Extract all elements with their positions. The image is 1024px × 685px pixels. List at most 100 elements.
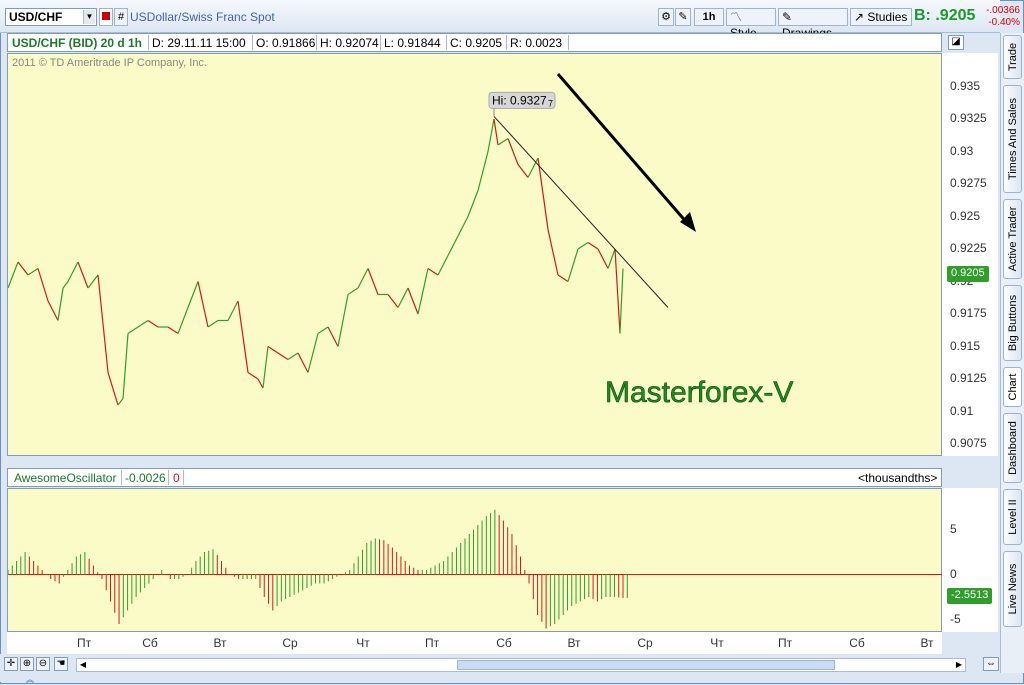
interval-button[interactable]: 1h xyxy=(694,8,724,26)
divider xyxy=(316,35,317,50)
time-tick-label: Вт xyxy=(567,636,581,650)
range-value: R: 0.0023 xyxy=(510,36,563,50)
time-tick-label: Сб xyxy=(142,636,158,650)
time-tick-label: Пт xyxy=(76,636,92,650)
tools-icon[interactable]: ✎ xyxy=(675,8,691,26)
price-tick-label: 0.925 xyxy=(950,208,981,223)
price-segment xyxy=(47,300,59,321)
settings-icon[interactable]: ⚙ xyxy=(658,8,674,26)
price-segment xyxy=(97,274,109,373)
price-segment xyxy=(27,267,39,276)
oscillator-axis: 5 0 -5 -2.5513 xyxy=(942,488,998,632)
arrow-head-icon xyxy=(680,212,696,232)
side-tab-label: Big Buttons xyxy=(1006,294,1019,352)
side-tab-trade[interactable]: Trade xyxy=(1003,35,1022,79)
bid-label: B: xyxy=(914,7,931,24)
price-chart-area[interactable]: Hi: 0.9327 7 Masterforex-V xyxy=(7,53,942,456)
change-percent: -0.40% xyxy=(988,17,1020,28)
divider xyxy=(568,35,569,50)
link-color-icon[interactable] xyxy=(99,8,113,26)
side-tab-big-buttons[interactable]: Big Buttons xyxy=(1003,285,1022,361)
price-tick-label: 0.93 xyxy=(950,143,974,158)
drawings-button[interactable]: ✎ Drawings xyxy=(778,8,848,40)
price-segment xyxy=(122,333,129,399)
price-tick-label: 0.91 xyxy=(950,403,974,418)
change-absolute: -.00366 xyxy=(986,5,1020,16)
scroll-right-icon[interactable]: ▶ xyxy=(955,660,963,669)
symbol-selector[interactable]: USD/CHF ▼ xyxy=(5,8,97,26)
side-tab-label: Trade xyxy=(1006,42,1019,72)
expand-icon[interactable]: ⇔ xyxy=(983,657,999,671)
side-tab-level-ii[interactable]: Level II xyxy=(1003,489,1022,545)
divider xyxy=(168,470,169,485)
close-value: C: 0.9205 xyxy=(450,36,503,50)
scroll-left-icon[interactable]: ◀ xyxy=(79,660,87,669)
price-segment xyxy=(347,287,359,296)
price-segment xyxy=(62,281,69,289)
side-tab-label: Live News xyxy=(1006,563,1019,615)
time-tick-label: Чт xyxy=(710,636,724,650)
price-segment xyxy=(397,287,409,308)
side-tab-times-and-sales[interactable]: Times And Sales xyxy=(1003,85,1022,193)
price-segment xyxy=(467,190,479,217)
divider xyxy=(506,35,507,50)
time-tick-label: Вт xyxy=(920,636,934,650)
open-value: O: 0.91866 xyxy=(256,36,316,50)
chart-toolbar: USD/CHF ▼ # USDollar/Swiss Franc Spot ⚙ … xyxy=(0,0,1020,40)
price-segment xyxy=(267,345,279,354)
divider xyxy=(121,470,122,485)
side-tab-live-news[interactable]: Live News xyxy=(1003,551,1022,627)
price-segment xyxy=(367,268,379,295)
price-segment xyxy=(317,326,329,335)
oscillator-tick-label: -5 xyxy=(950,611,961,626)
side-tab-active-trader[interactable]: Active Trader xyxy=(1003,199,1022,279)
bottom-controls: ✛ ⊕ ⊖ ☚ ◀ ▶ ⇔ ︽ xyxy=(0,654,1000,684)
oscillator-tick-label: 5 xyxy=(950,521,957,536)
side-tab-chart[interactable]: Chart xyxy=(1003,367,1022,407)
symbol-value: USD/CHF xyxy=(9,10,63,24)
hash-icon[interactable]: # xyxy=(114,8,128,26)
chart-scrollbar[interactable]: ◀ ▶ xyxy=(76,658,966,672)
price-tick-label: 0.935 xyxy=(950,78,981,93)
price-tick-label: 0.9275 xyxy=(950,176,987,190)
price-segment xyxy=(557,274,569,283)
arrow-shaft xyxy=(556,73,690,225)
side-tab-dashboard[interactable]: Dashboard xyxy=(1003,413,1022,483)
price-segment xyxy=(137,319,149,328)
zoom-in-icon[interactable]: ⊕ xyxy=(20,657,34,671)
pan-hand-icon[interactable]: ☚ xyxy=(54,657,68,671)
price-segment xyxy=(357,268,369,289)
price-tick-label: 0.9125 xyxy=(950,371,987,385)
price-segment xyxy=(517,164,529,178)
collapse-icon[interactable]: ︽ xyxy=(26,675,34,684)
price-segment xyxy=(577,241,589,250)
chevron-down-icon[interactable]: ▼ xyxy=(83,10,95,24)
price-segment xyxy=(337,294,349,347)
price-segment xyxy=(277,352,289,361)
time-tick-label: Сб xyxy=(496,636,512,650)
chart-settings-icon[interactable]: ◪ xyxy=(948,35,964,50)
price-segment xyxy=(147,319,159,328)
oscillator-chart-area[interactable] xyxy=(7,488,943,632)
scrollbar-thumb[interactable] xyxy=(457,660,835,670)
price-segment xyxy=(37,268,49,302)
oscillator-value-tag: -2.5513 xyxy=(947,588,993,605)
oscillator-units: <thousandths> xyxy=(858,471,938,485)
divider xyxy=(183,470,184,485)
price-segment xyxy=(597,248,609,269)
style-button[interactable]: 〽 Style xyxy=(726,8,776,40)
zoom-out-icon[interactable]: ⊖ xyxy=(36,657,50,671)
time-tick-label: Ср xyxy=(637,636,653,650)
price-segment xyxy=(187,281,199,308)
trendline[interactable] xyxy=(493,116,669,308)
studies-button[interactable]: ↗ Studies xyxy=(850,8,912,26)
price-segment xyxy=(567,248,579,282)
price-segment xyxy=(614,248,621,334)
copyright-text: 2011 © TD Ameritrade IP Company, Inc. xyxy=(12,57,207,69)
time-tick-label: Вт xyxy=(213,636,227,650)
low-value: L: 0.91844 xyxy=(384,36,441,50)
bid-price: B: .9205 xyxy=(914,7,975,25)
time-tick-label: Сб xyxy=(849,636,865,650)
crosshair-icon[interactable]: ✛ xyxy=(4,657,18,671)
price-segment xyxy=(507,138,519,165)
